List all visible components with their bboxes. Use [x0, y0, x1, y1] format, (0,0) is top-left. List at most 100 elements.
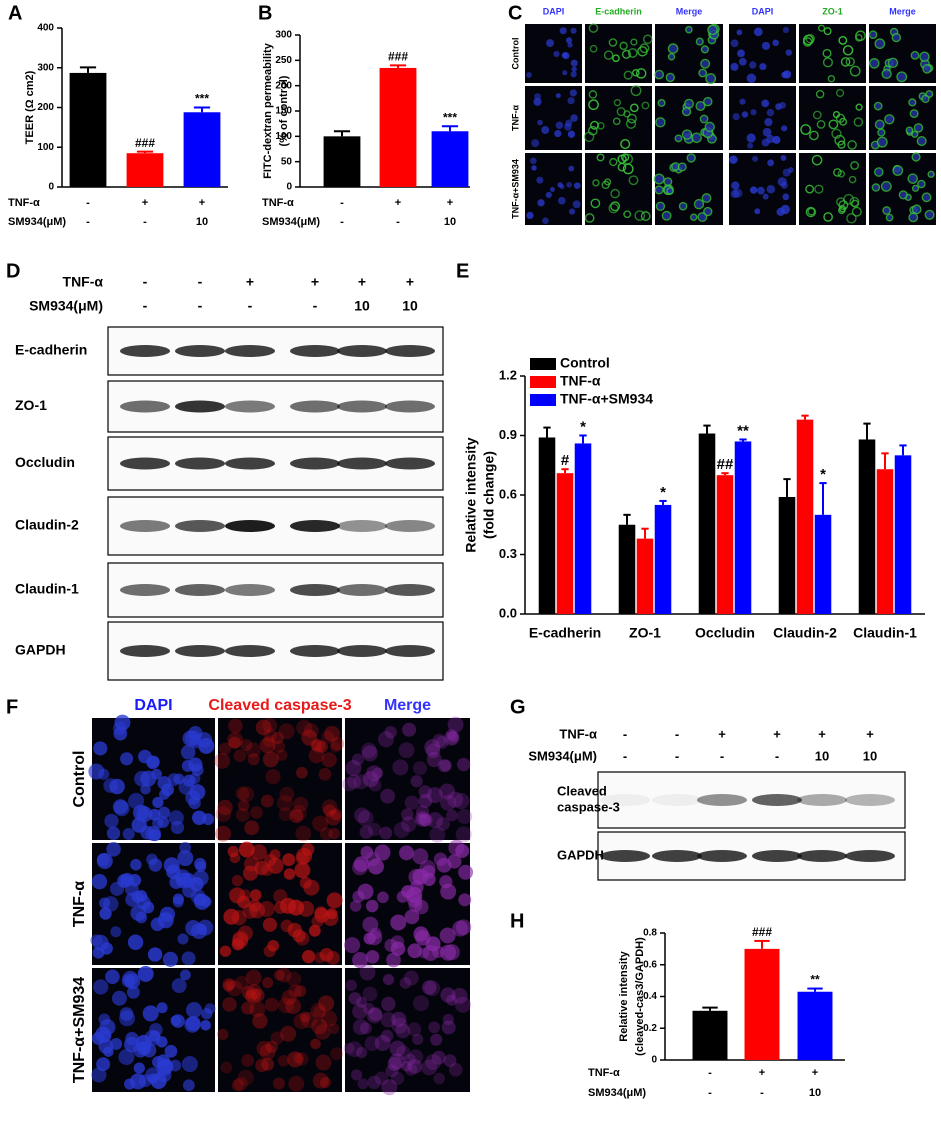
cell	[855, 103, 863, 111]
cell	[910, 50, 920, 60]
cell	[427, 812, 444, 829]
cell	[766, 108, 775, 117]
y-axis-label: Relative intensity	[618, 950, 630, 1041]
cell	[402, 722, 417, 737]
band-label: caspase-3	[557, 799, 620, 814]
cell	[324, 725, 340, 742]
cell	[437, 759, 451, 773]
cell	[767, 159, 775, 167]
cell	[292, 929, 306, 943]
cell	[296, 766, 308, 779]
y-tick-label: 300	[37, 62, 54, 73]
cell	[249, 1001, 266, 1018]
cell	[289, 809, 304, 824]
cell	[259, 1044, 276, 1061]
band	[385, 584, 435, 596]
cell	[559, 184, 565, 190]
cell	[413, 926, 429, 942]
cell	[908, 98, 917, 107]
cell	[351, 753, 364, 766]
cell	[181, 759, 194, 772]
cell	[653, 173, 665, 185]
cell	[838, 35, 848, 45]
cell	[418, 785, 432, 799]
cell	[215, 825, 232, 842]
cell	[377, 891, 389, 904]
cell	[117, 874, 132, 888]
cell	[909, 109, 919, 119]
cell	[330, 1047, 344, 1061]
cell	[237, 1069, 254, 1086]
cell	[442, 1013, 454, 1026]
cell	[381, 1079, 398, 1096]
cell	[526, 211, 534, 220]
cell	[456, 757, 471, 772]
bar	[654, 504, 672, 614]
cell	[549, 187, 555, 192]
cell	[733, 188, 743, 198]
cell	[422, 872, 436, 886]
cell	[392, 759, 409, 776]
cell	[138, 749, 152, 764]
cell	[171, 978, 187, 994]
cell	[407, 1059, 423, 1074]
x-tick-label: ZO-1	[629, 625, 661, 641]
cell	[357, 883, 374, 900]
bar	[894, 455, 912, 614]
treatment-value: -	[775, 748, 779, 763]
cell	[365, 950, 380, 964]
cell	[822, 48, 832, 58]
cell	[202, 813, 215, 826]
cell	[612, 54, 620, 63]
cell	[311, 1018, 328, 1035]
treatment-value: -	[198, 274, 203, 290]
legend-label: TNF-α+SM934	[560, 391, 653, 407]
cell	[571, 66, 577, 72]
cell	[885, 213, 894, 222]
column-header: Merge	[889, 6, 916, 16]
y-tick-label: 0.8	[643, 928, 657, 939]
cell	[730, 62, 739, 71]
cell	[308, 924, 321, 937]
cell	[163, 857, 180, 874]
cell	[310, 739, 322, 751]
treatment-value: +	[773, 726, 781, 741]
cell	[214, 752, 231, 769]
cell	[737, 49, 745, 58]
band	[752, 850, 802, 862]
cell	[343, 1042, 355, 1054]
cell	[425, 1053, 442, 1070]
annotation: ***	[195, 92, 209, 106]
cell	[182, 883, 197, 898]
legend-label: TNF-α	[560, 373, 601, 389]
cell	[609, 157, 618, 167]
cell	[655, 117, 666, 128]
cell	[313, 1005, 326, 1018]
cell	[627, 113, 637, 124]
cell	[583, 131, 595, 143]
cell	[805, 33, 815, 44]
treatment-value: -	[340, 216, 344, 228]
cell	[566, 182, 572, 188]
cell	[569, 89, 577, 97]
treatment-value: -	[143, 298, 148, 314]
cell	[426, 752, 442, 768]
band	[120, 520, 170, 532]
bar	[796, 419, 814, 614]
y-axis-label: (cleaved-cas3/GAPDH)	[634, 937, 646, 1056]
cell	[677, 162, 687, 172]
band	[225, 400, 275, 413]
y-tick-label: 50	[281, 156, 293, 167]
cell	[321, 1010, 338, 1027]
treatment-value: +	[818, 726, 826, 741]
cell	[262, 917, 278, 932]
micrograph	[585, 24, 652, 83]
cell	[189, 736, 202, 749]
cell	[588, 90, 598, 99]
cell	[96, 852, 113, 869]
cell	[666, 187, 674, 195]
cell	[695, 37, 704, 46]
cell	[685, 25, 693, 34]
cell	[319, 948, 334, 962]
cell	[374, 844, 391, 861]
